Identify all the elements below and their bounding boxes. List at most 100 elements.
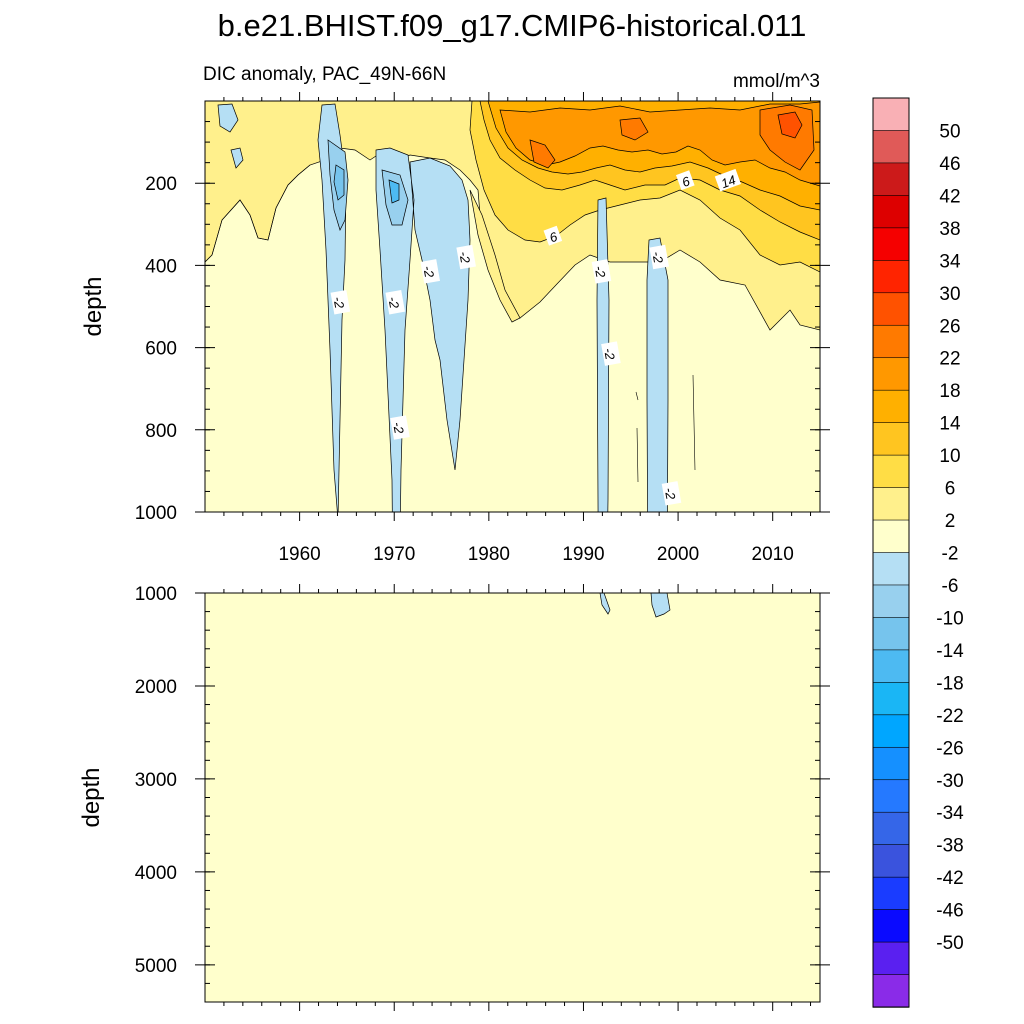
fill-level-neg-1 bbox=[217, 103, 669, 512]
upper-x-tick-label: 1990 bbox=[562, 544, 604, 565]
contour-line bbox=[205, 164, 311, 263]
contour-label: -2 bbox=[456, 244, 476, 270]
colorbar-box bbox=[872, 617, 910, 651]
contour-label-bg bbox=[456, 244, 476, 270]
contour-label-text: -2 bbox=[390, 421, 407, 436]
colorbar-box bbox=[872, 130, 910, 164]
colorbar-box bbox=[872, 389, 910, 424]
upper-x-tick-label: 1960 bbox=[278, 544, 320, 565]
upper-panel: -2 -2 -2 -2 -2 -2 -2 -2 -2 6 6 14 1960 1970 1980 1990 2… bbox=[80, 92, 830, 565]
upper-x-tick-label: 2000 bbox=[657, 544, 699, 565]
contour-label-text: -2 bbox=[385, 295, 402, 310]
contour-label-bg bbox=[385, 289, 406, 315]
contour-label: 6 bbox=[543, 225, 563, 246]
contour-label: -2 bbox=[662, 481, 682, 506]
contour-label-bg bbox=[390, 415, 410, 440]
colorbar-label: 38 bbox=[939, 219, 960, 240]
lower-y-tick-label: 4000 bbox=[135, 863, 177, 884]
colorbar-box bbox=[872, 260, 910, 294]
upper-contour-labels: -2 -2 -2 -2 -2 -2 -2 -2 -2 6 6 14 bbox=[330, 168, 741, 506]
contour-label: -2 bbox=[592, 259, 612, 284]
contour-label: -2 bbox=[330, 289, 351, 315]
colorbar-label: -6 bbox=[942, 576, 959, 597]
units-label: mmol/m^3 bbox=[733, 71, 820, 92]
fill-level-neg-2 bbox=[327, 139, 409, 231]
colorbar-label: -46 bbox=[936, 901, 963, 922]
upper-contour-field bbox=[205, 101, 820, 512]
fill-level-0-lower bbox=[205, 593, 820, 1002]
colorbar-label: 26 bbox=[939, 316, 960, 337]
colorbar-label: -10 bbox=[936, 608, 963, 629]
colorbar-box bbox=[872, 746, 910, 781]
colorbar-label: -30 bbox=[936, 771, 963, 792]
upper-x-tick-label: 2010 bbox=[752, 544, 794, 565]
contour-label-bg bbox=[543, 225, 563, 246]
colorbar-label: -18 bbox=[936, 673, 963, 694]
colorbar-label: -34 bbox=[936, 803, 964, 824]
colorbar-box bbox=[872, 422, 910, 456]
upper-y-tick-label: 1000 bbox=[135, 503, 177, 524]
upper-y-tick-label: 200 bbox=[145, 174, 177, 195]
colorbar-box bbox=[872, 779, 910, 813]
contour-label-text: -2 bbox=[592, 265, 609, 280]
lower-y-tick-label: 3000 bbox=[135, 770, 177, 791]
contour-label-text: -2 bbox=[601, 347, 618, 362]
upper-y-tick-label: 800 bbox=[145, 421, 177, 442]
upper-y-tick-label: 400 bbox=[145, 256, 177, 277]
lower-y-tick-label: 5000 bbox=[135, 956, 177, 977]
contour-label: 14 bbox=[714, 168, 741, 192]
contour-label-text: -2 bbox=[420, 265, 437, 280]
fill-level-26 bbox=[777, 111, 803, 139]
contour-line bbox=[635, 374, 696, 483]
colorbar-label: 14 bbox=[939, 414, 961, 435]
colorbar-label: 30 bbox=[939, 284, 960, 305]
contour-label-bg bbox=[420, 259, 441, 284]
colorbar-box bbox=[872, 195, 910, 229]
colorbar-border bbox=[872, 97, 910, 1008]
colorbar-box bbox=[872, 227, 910, 262]
colorbar-label: 50 bbox=[939, 121, 960, 142]
fill-level-neg-3 bbox=[333, 164, 345, 201]
colorbar-label: -26 bbox=[936, 738, 963, 759]
colorbar-box bbox=[872, 714, 910, 748]
colorbar-box bbox=[872, 552, 910, 586]
colorbar-label: -42 bbox=[936, 868, 963, 889]
colorbar-label: 34 bbox=[939, 251, 961, 272]
colorbar-box bbox=[872, 454, 910, 489]
fill-level-22 bbox=[529, 104, 815, 171]
fill-level-neg-4 bbox=[388, 179, 400, 204]
colorbar-label: -50 bbox=[936, 933, 963, 954]
contour-label: -2 bbox=[390, 415, 410, 440]
contour-label: -2 bbox=[385, 289, 406, 315]
colorbar-label: -14 bbox=[936, 641, 964, 662]
contour-label: -2 bbox=[649, 244, 669, 270]
colorbar-box bbox=[872, 292, 910, 326]
contour-label-text: 14 bbox=[719, 172, 738, 191]
colorbar-label: 46 bbox=[939, 154, 960, 175]
contour-label: -2 bbox=[601, 341, 621, 366]
colorbar-box bbox=[872, 844, 910, 878]
colorbar-label: -2 bbox=[942, 544, 959, 565]
colorbar-label: 18 bbox=[939, 381, 960, 402]
colorbar-box bbox=[872, 584, 910, 619]
colorbar-box bbox=[872, 811, 910, 846]
upper-y-axis-label: depth bbox=[80, 276, 107, 336]
lower-y-tick-label: 1000 bbox=[135, 584, 177, 605]
contour-label-bg bbox=[714, 168, 741, 192]
upper-x-tick-label: 1970 bbox=[373, 544, 415, 565]
contour-label-text: -2 bbox=[649, 250, 666, 265]
upper-y-tick-label: 600 bbox=[145, 339, 177, 360]
lower-axis: 1000 2000 3000 4000 5000 bbox=[135, 584, 830, 1011]
colorbar-box bbox=[872, 162, 910, 197]
contour-label-text: -2 bbox=[456, 250, 473, 265]
colorbar-label: 6 bbox=[945, 479, 956, 500]
fill-level-neg-1-lower bbox=[599, 593, 671, 618]
colorbar-box bbox=[872, 876, 910, 911]
colorbar-label: -22 bbox=[936, 706, 963, 727]
fill-level-18 bbox=[499, 101, 820, 187]
colorbar-box bbox=[872, 97, 910, 132]
contour-label: -2 bbox=[420, 259, 441, 284]
colorbar-box bbox=[872, 519, 910, 554]
colorbar-box bbox=[872, 357, 910, 391]
